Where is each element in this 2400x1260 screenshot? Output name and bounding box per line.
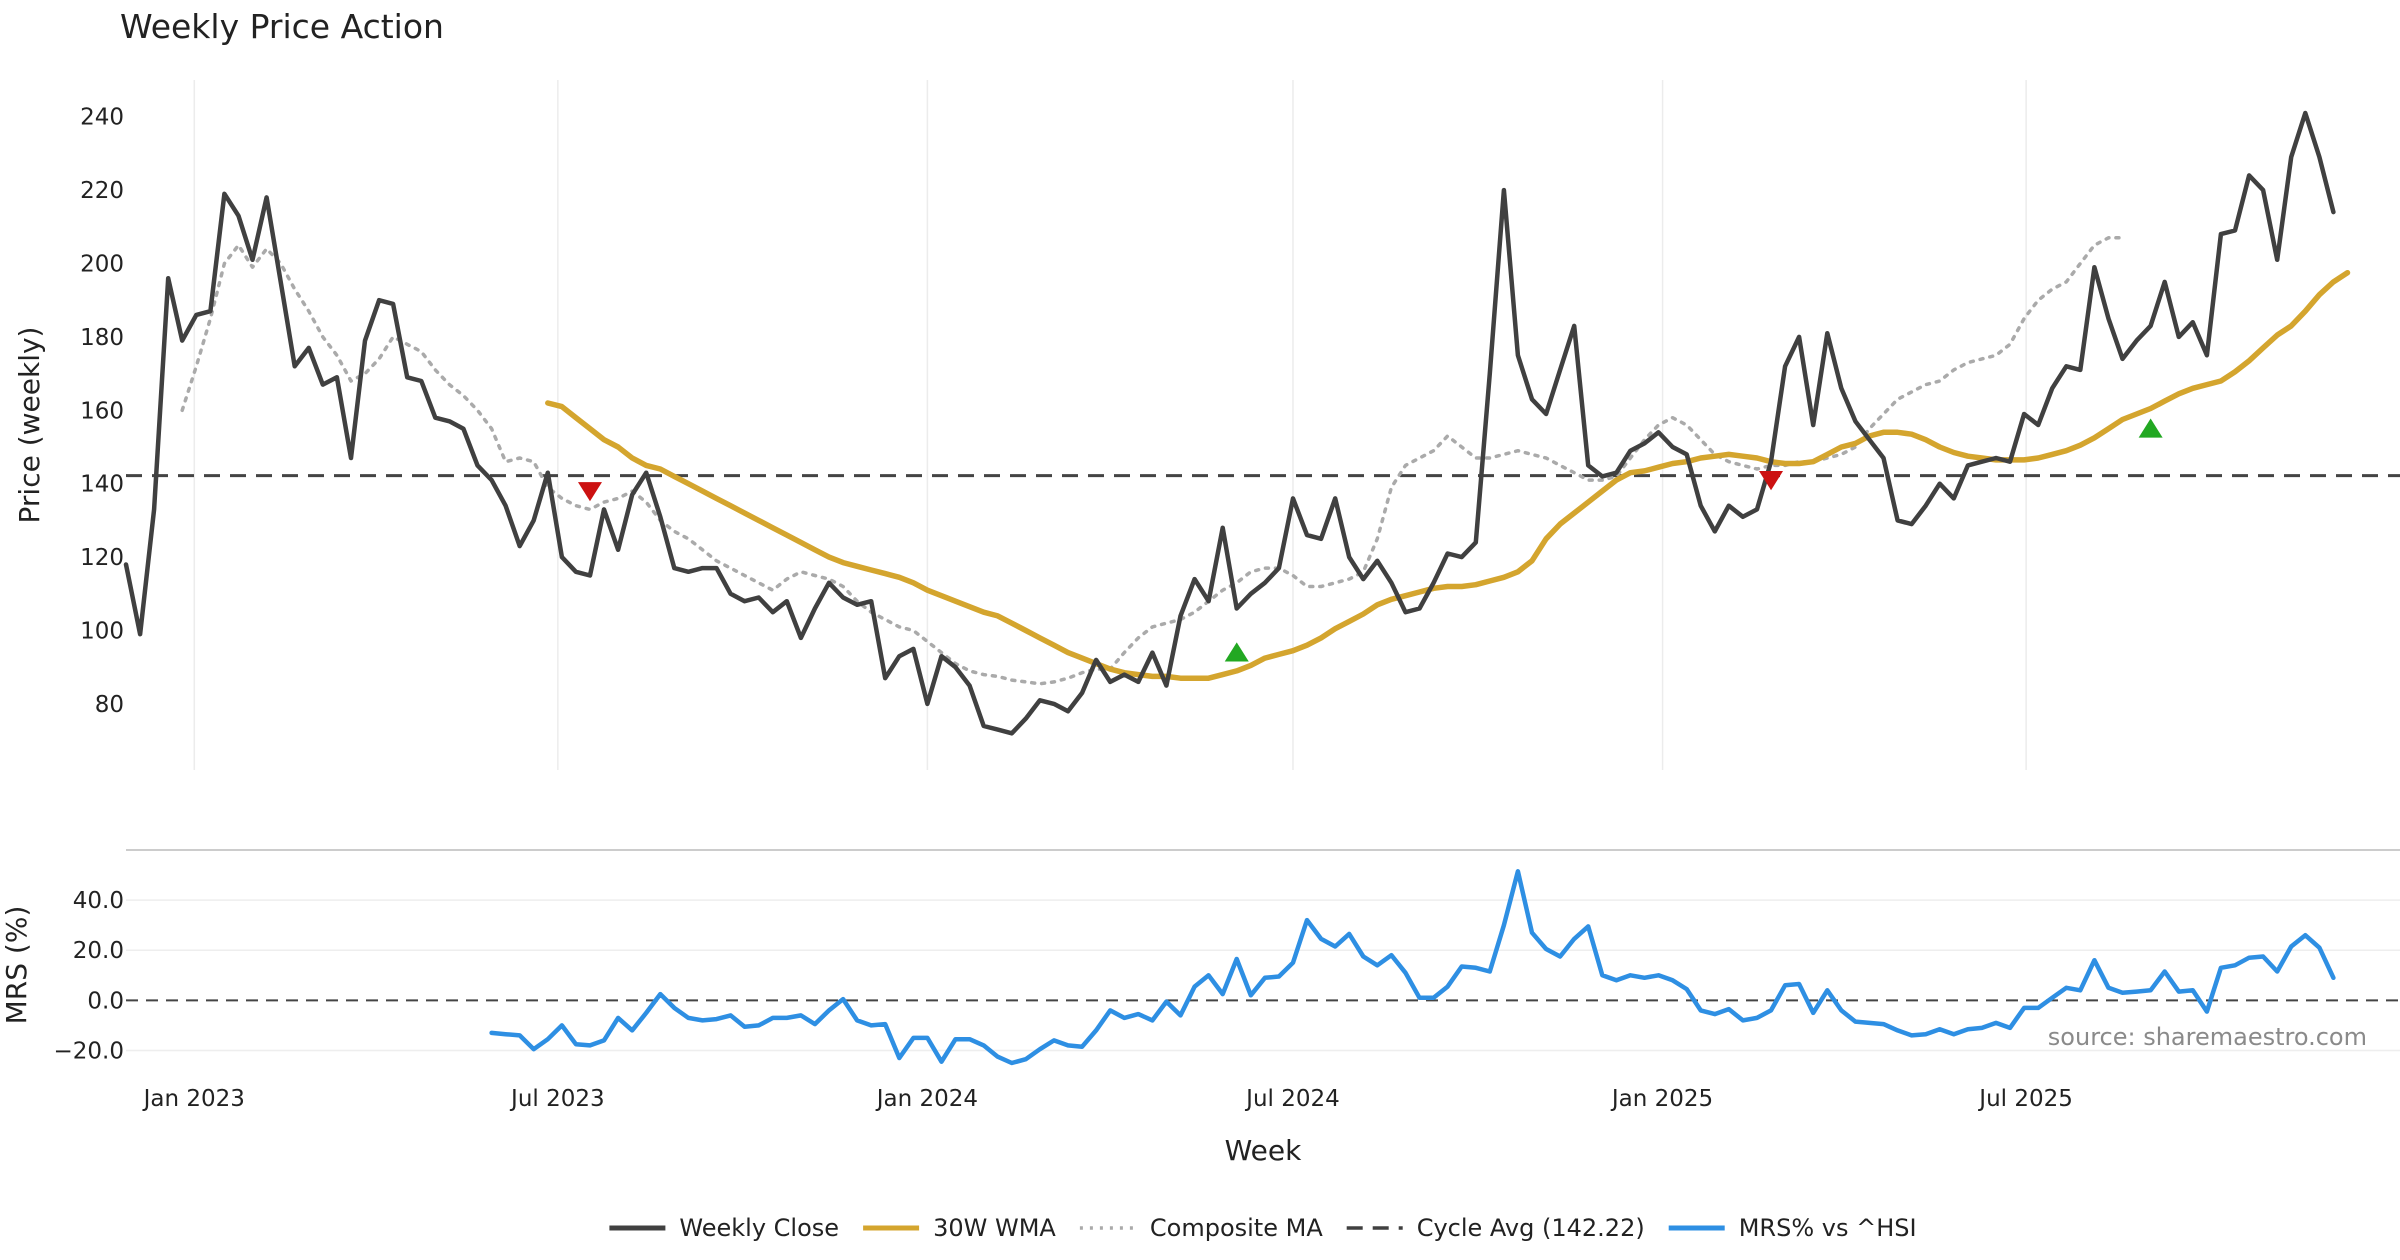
mrs-y-tick-label: −20.0: [54, 1038, 124, 1064]
price-y-tick-label: 160: [80, 398, 124, 424]
sell-signal-marker: [1759, 471, 1784, 491]
price-y-tick-label: 80: [95, 692, 124, 718]
mrs-axis-label: MRS (%): [0, 906, 33, 1025]
legend-label: Cycle Avg (142.22): [1417, 1214, 1645, 1242]
mrs-y-tick-label: 20.0: [73, 938, 124, 964]
legend-item: Cycle Avg (142.22): [1346, 1214, 1645, 1242]
chart-title: Weekly Price Action: [120, 7, 444, 46]
x-tick-label: Jul 2024: [1244, 1086, 1340, 1112]
price-y-tick-label: 200: [80, 252, 124, 278]
legend-item: MRS% vs ^HSI: [1668, 1214, 1917, 1242]
legend-item: Weekly Close: [609, 1214, 839, 1242]
price-y-tick-label: 100: [80, 619, 124, 645]
x-tick-label: Jan 2025: [1610, 1086, 1713, 1112]
price-y-tick-label: 220: [80, 178, 124, 204]
composite-ma-line: [180, 236, 2125, 686]
mrs-y-tick-label: 0.0: [87, 988, 124, 1014]
legend-label: MRS% vs ^HSI: [1739, 1214, 1917, 1242]
legend: Weekly Close 30W WMA Composite MA Cycle Avg…: [609, 1214, 1917, 1242]
price-axis-label: Price (weekly): [13, 327, 46, 524]
legend-item: Composite MA: [1079, 1214, 1323, 1242]
mrs-y-tick-label: 40.0: [73, 888, 124, 914]
mrs-line: [489, 869, 2336, 1066]
price-y-tick-label: 120: [80, 545, 124, 571]
legend-item: 30W WMA: [863, 1214, 1056, 1242]
x-axis-label: Week: [1225, 1134, 1302, 1167]
buy-signal-marker: [1224, 642, 1249, 662]
legend-label: 30W WMA: [933, 1214, 1056, 1242]
x-tick-label: Jan 2023: [142, 1086, 245, 1112]
mrs-panel: 40.0 20.0 0.0 −20.0: [54, 849, 2400, 1066]
wma-30w-line: [545, 269, 2351, 681]
legend-label: Weekly Close: [679, 1214, 839, 1242]
price-y-tick-label: 240: [80, 105, 124, 131]
source-note: source: sharemaestro.com: [2048, 1023, 2367, 1051]
price-y-tick-label: 140: [80, 472, 124, 498]
x-tick-label: Jan 2024: [875, 1086, 978, 1112]
x-axis: Jan 2023 Jul 2023 Jan 2024 Jul 2024 Jan 2025…: [142, 1086, 2073, 1112]
price-y-tick-label: 180: [80, 325, 124, 351]
weekly-close-line: [123, 110, 2336, 736]
x-tick-label: Jul 2023: [509, 1086, 605, 1112]
legend-label: Composite MA: [1150, 1214, 1323, 1242]
sell-signal-marker: [577, 482, 602, 502]
buy-signal-marker: [2138, 418, 2163, 438]
x-tick-label: Jul 2025: [1977, 1086, 2073, 1112]
price-panel: 80 100 120 140 160 180 200 220 240: [80, 80, 2400, 770]
